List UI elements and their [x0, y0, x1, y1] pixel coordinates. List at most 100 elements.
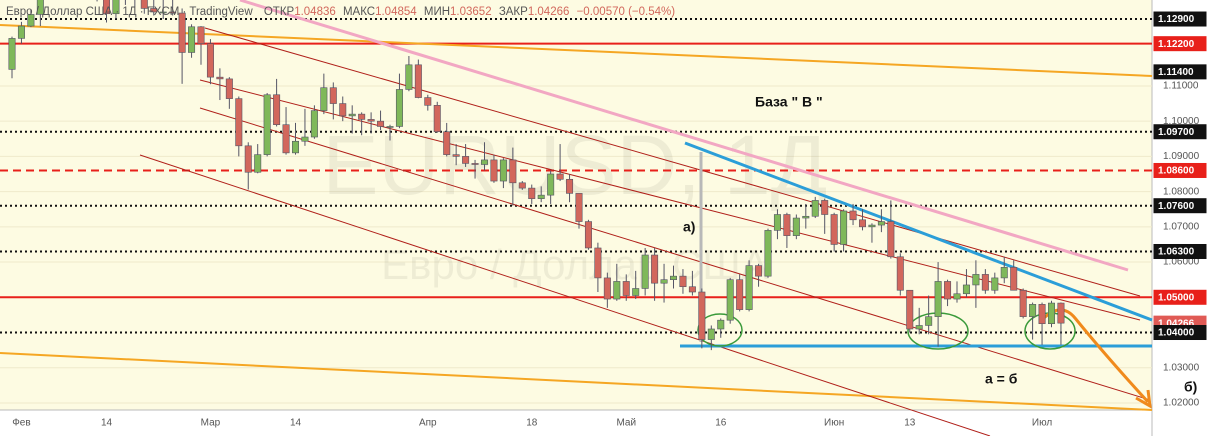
y-tick-label: 1.07000: [1163, 221, 1200, 232]
trend-line: [0, 352, 1153, 411]
x-tick-label: Июн: [824, 418, 844, 429]
y-tick-label: 1.03000: [1163, 362, 1200, 373]
level-label: 1.11400: [1158, 67, 1194, 78]
candle-body: [915, 325, 923, 330]
candle-body: [282, 124, 290, 154]
candle-body: [273, 94, 281, 125]
time-axis: [0, 410, 1152, 436]
candle-body: [698, 291, 706, 340]
x-tick-label: Июл: [1032, 418, 1052, 429]
candle-body: [150, 8, 158, 13]
candle-body: [764, 230, 772, 277]
candle-body: [518, 182, 526, 189]
candle-body: [301, 136, 309, 142]
ohlc-value: 1.04854: [375, 6, 417, 18]
candle-body: [613, 281, 621, 300]
candle-body: [537, 194, 545, 199]
candle-body: [925, 316, 933, 326]
candle-body: [792, 217, 800, 236]
x-tick-label: Май: [616, 418, 636, 429]
candle-body: [169, 11, 177, 14]
candle-body: [575, 193, 583, 222]
candle-body: [235, 98, 243, 147]
candle-body: [216, 76, 224, 80]
trend-line: [239, 0, 1129, 272]
candle-body: [651, 254, 659, 284]
arrow-head: [1135, 389, 1152, 409]
candle-body: [972, 274, 980, 286]
y-tick-label: 1.11000: [1163, 81, 1199, 92]
candle-body: [405, 64, 413, 90]
watermark-name: Евро / Доллар США: [381, 241, 769, 288]
ohlc-label: ЗАКР: [499, 6, 528, 18]
x-tick-label: Фев: [12, 418, 30, 429]
candle-body: [377, 120, 385, 127]
candle-body: [660, 279, 668, 284]
level-label: 1.08600: [1158, 166, 1195, 177]
candle-body: [556, 173, 564, 180]
level-label: 1.04000: [1158, 328, 1195, 339]
ohlc-value: 1.03652: [450, 6, 492, 18]
y-tick-label: 1.02000: [1163, 398, 1200, 409]
level-label-box: [1153, 162, 1207, 178]
candle-body: [868, 224, 876, 228]
level-label-box: [1153, 325, 1207, 341]
level-label: 1.04266: [1158, 318, 1195, 329]
candle-body: [462, 156, 470, 164]
channel-line: [199, 107, 1151, 401]
level-label: 1.12900: [1158, 14, 1195, 25]
ohlc-value: 1.04836: [294, 6, 336, 18]
candle-body: [367, 119, 375, 122]
x-tick-label: 14: [290, 418, 302, 429]
candle-body: [490, 159, 498, 182]
candle-body: [726, 279, 734, 321]
candle-body: [395, 89, 403, 127]
candle-body: [717, 319, 725, 330]
candle-body: [745, 265, 753, 310]
candle-body: [140, 0, 148, 9]
candle-body: [528, 187, 536, 199]
candle-body: [802, 215, 810, 219]
candle-body: [358, 113, 366, 120]
candle-body: [27, 14, 35, 27]
candle-body: [896, 256, 904, 291]
candle-body: [906, 289, 914, 330]
candle-body: [1048, 302, 1056, 325]
candle-body: [707, 328, 715, 340]
channel-line: [204, 27, 1141, 297]
annotation: База " В ": [755, 94, 823, 110]
candle-body: [17, 25, 25, 39]
candle-body: [339, 103, 347, 117]
candle-body: [547, 173, 555, 196]
candle-body: [1038, 304, 1046, 325]
candle-body: [953, 293, 961, 300]
grid: [0, 85, 1152, 404]
candle-body: [840, 210, 848, 245]
y-tick-label: 1.06000: [1163, 257, 1200, 268]
candle-body: [188, 26, 196, 53]
candle-body: [669, 275, 677, 280]
candle-body: [1000, 267, 1008, 279]
candle-body: [424, 97, 432, 106]
candle-body: [103, 0, 111, 15]
candle-body: [858, 219, 866, 228]
candles: [8, 0, 1065, 351]
candle-body: [112, 0, 120, 15]
annotation: б): [1184, 379, 1197, 395]
candle-body: [263, 94, 271, 155]
y-tick-label: 1.08000: [1163, 186, 1200, 197]
candle-body: [386, 126, 394, 128]
candle-body: [499, 159, 507, 182]
candle-body: [1029, 304, 1037, 317]
ohlc-value: 1.04266: [528, 6, 570, 18]
axis-labels: 1.11000 1.10000 1.09000 1.08000 1.07000 1.060…: [12, 11, 1207, 429]
candle-body: [991, 277, 999, 291]
candle-body: [414, 64, 422, 98]
x-tick-label: Апр: [419, 418, 437, 429]
candle-body: [291, 140, 299, 154]
level-label: 1.07600: [1158, 201, 1195, 212]
level-label-box: [1153, 64, 1207, 80]
candle-body: [320, 87, 328, 111]
candle-body: [1010, 267, 1018, 291]
candle-body: [480, 159, 488, 165]
